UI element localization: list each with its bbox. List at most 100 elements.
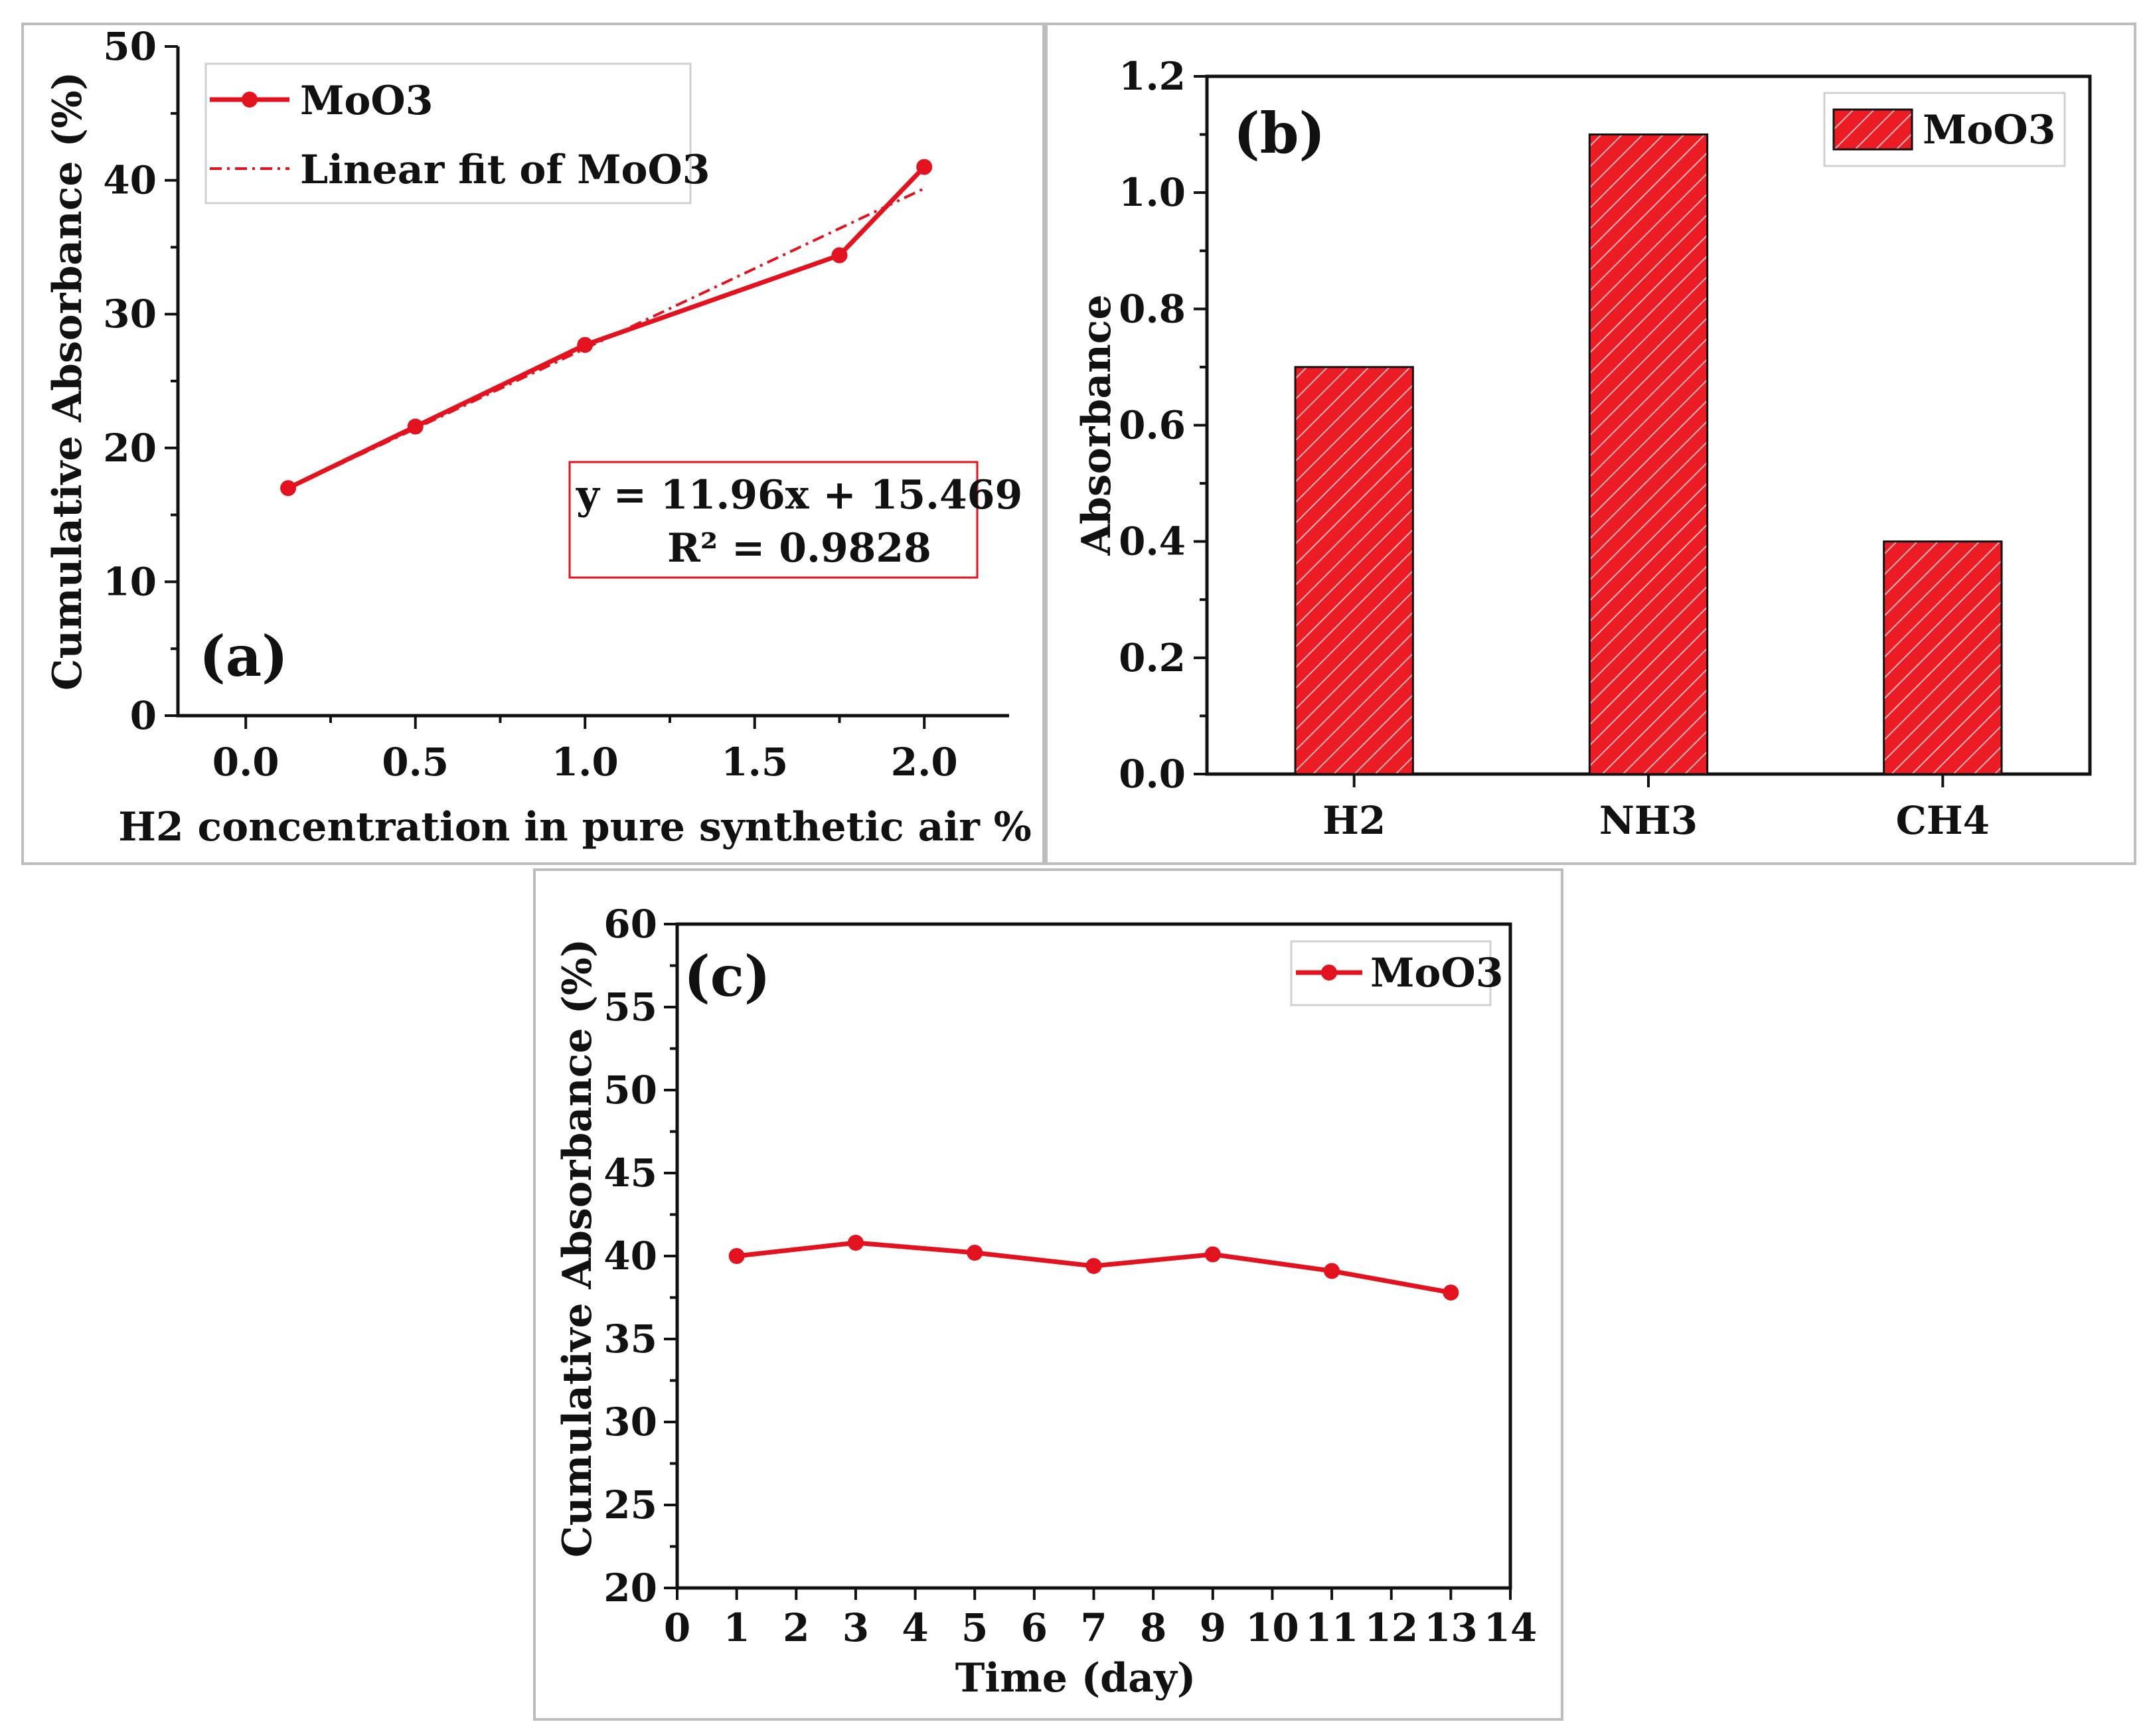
chart-a-xtick-label: 1.0 xyxy=(552,740,619,785)
chart-a-legend-box xyxy=(204,62,692,204)
chart-c-ytick-label: 20 xyxy=(603,1565,657,1611)
chart-c-ytick-label: 60 xyxy=(603,902,657,947)
chart-a-point xyxy=(831,247,848,264)
chart-b-xtick-label: H2 xyxy=(1322,798,1386,843)
chart-c-xtick-label: 12 xyxy=(1364,1605,1418,1650)
chart-c-ytick-label: 25 xyxy=(603,1482,657,1528)
chart-c-xtick-label: 9 xyxy=(1200,1605,1226,1650)
chart-c-xtick-label: 10 xyxy=(1245,1605,1299,1650)
chart-c-xlabel: Time (day) xyxy=(955,1655,1196,1701)
chart-c-legend-marker-sample xyxy=(1321,965,1337,981)
chart-b-bar-layer xyxy=(1294,133,2003,775)
chart-b-ticks xyxy=(1194,75,1945,787)
chart-a-ticks xyxy=(165,45,926,729)
chart-b-ytick-label: 0.0 xyxy=(1119,751,1186,797)
chart-b-legend: MoO3 xyxy=(1823,92,2066,167)
chart-a-point xyxy=(916,159,933,175)
chart-c-ytick-label: 50 xyxy=(603,1067,657,1113)
chart-a-tick-labels: 0.0 0.5 1.0 1.5 2.0 0 10 20 30 40 50 xyxy=(103,24,957,785)
chart-c-xtick-label: 14 xyxy=(1484,1605,1538,1650)
chart-c-xtick-label: 8 xyxy=(1140,1605,1166,1650)
chart-c-point xyxy=(967,1245,983,1261)
chart-c-ticks xyxy=(664,923,1512,1600)
chart-b-ytick-label: 0.8 xyxy=(1119,286,1186,331)
chart-c-ytick-label: 45 xyxy=(603,1150,657,1196)
chart-c-xtick-label: 7 xyxy=(1080,1605,1107,1650)
chart-b-ytick-label: 0.6 xyxy=(1119,403,1186,448)
chart-a-legend-label-1: Linear fit of MoO3 xyxy=(300,147,710,193)
chart-c-xtick-label: 6 xyxy=(1021,1605,1048,1650)
chart-b-bar xyxy=(1294,366,1414,775)
chart-a-point xyxy=(407,418,424,435)
chart-a-point xyxy=(577,337,594,353)
panel-b-frame xyxy=(1045,23,2136,865)
chart-c-xtick-label: 4 xyxy=(902,1605,928,1650)
panel-c-frame xyxy=(533,868,1563,1721)
chart-c-ylabel: Cumulative Absorbance (%) xyxy=(554,939,601,1557)
chart-c-point xyxy=(847,1235,864,1251)
chart-a-ytick-label: 30 xyxy=(103,291,157,337)
chart-a: 0.0 0.5 1.0 1.5 2.0 0 10 20 30 40 50 H2 concentrat… xyxy=(44,24,1032,850)
chart-c-xtick-label: 11 xyxy=(1305,1605,1359,1650)
chart-a-xlabel: H2 concentration in pure synthetic air % xyxy=(118,804,1032,850)
chart-c-panel-label: (c) xyxy=(684,943,771,1009)
chart-a-ytick-label: 0 xyxy=(130,693,157,738)
chart-b-ytick-label: 1.0 xyxy=(1119,170,1186,215)
chart-c-plot-frame xyxy=(675,922,1512,1590)
chart-c-xtick-label: 0 xyxy=(664,1605,690,1650)
chart-c-ytick-label: 30 xyxy=(603,1399,657,1445)
chart-b-bar xyxy=(1588,133,1709,775)
chart-a-ytick-label: 10 xyxy=(103,559,157,604)
chart-a-series-line xyxy=(287,165,926,491)
chart-c-ytick-label: 35 xyxy=(603,1316,657,1362)
chart-c-ytick-label: 55 xyxy=(603,985,657,1030)
chart-b: 0.0 0.2 0.4 0.6 0.8 1.0 1.2 H2 NH3 CH4 Absorbance… xyxy=(1074,54,2092,843)
equation-frame xyxy=(568,461,979,579)
chart-a-series-layer xyxy=(280,159,933,497)
chart-c-point xyxy=(1443,1285,1459,1301)
chart-a-legend-label-0: MoO3 xyxy=(300,78,433,124)
r-squared: R² = 0.9828 xyxy=(667,525,931,572)
chart-b-ylabel: Absorbance xyxy=(1074,294,1120,556)
chart-b-panel-label: (b) xyxy=(1234,100,1325,166)
chart-b-bar xyxy=(1883,540,2003,775)
chart-b-ytick-label: 1.2 xyxy=(1119,54,1186,99)
chart-c-point xyxy=(1324,1263,1340,1279)
chart-b-ytick-label: 0.2 xyxy=(1119,635,1186,680)
chart-c-point xyxy=(1085,1258,1102,1274)
chart-a-panel-label: (a) xyxy=(199,623,288,689)
chart-b-tick-labels: 0.0 0.2 0.4 0.6 0.8 1.0 1.2 H2 NH3 CH4 xyxy=(1119,54,1990,843)
legend-marker-sample xyxy=(242,92,258,108)
chart-a-point xyxy=(280,480,297,497)
chart-c-ytick-label: 40 xyxy=(603,1233,657,1279)
chart-c-legend: MoO3 xyxy=(1290,940,1503,1006)
chart-c-point xyxy=(728,1248,745,1264)
chart-a-ytick-label: 20 xyxy=(103,426,157,471)
chart-c-xtick-label: 3 xyxy=(842,1605,869,1650)
chart-b-legend-label: MoO3 xyxy=(1923,107,2055,153)
chart-c-xtick-label: 5 xyxy=(961,1605,988,1650)
chart-c-series-layer xyxy=(728,1235,1459,1301)
chart-a-xtick-label: 2.0 xyxy=(891,740,958,785)
chart-a-legend: MoO3 Linear fit of MoO3 xyxy=(204,62,710,204)
chart-a-ytick-label: 40 xyxy=(103,158,157,203)
chart-c-xtick-label: 2 xyxy=(783,1605,809,1650)
chart-b-xtick-label: CH4 xyxy=(1896,798,1990,843)
chart-a-fit-layer xyxy=(287,187,925,490)
chart-b-legend-swatch xyxy=(1832,108,1913,151)
chart-a-xtick-label: 1.5 xyxy=(721,740,788,785)
chart-a-equation-box: y = 11.96x + 15.469 R² = 0.9828 xyxy=(568,461,1022,579)
chart-c-xtick-label: 13 xyxy=(1424,1605,1478,1650)
chart-a-ytick-label: 50 xyxy=(103,24,157,69)
chart-c-xtick-label: 1 xyxy=(723,1605,750,1650)
chart-b-xtick-label: NH3 xyxy=(1599,798,1698,843)
chart-b-ytick-label: 0.4 xyxy=(1119,519,1186,564)
chart-a-xtick-label: 0.5 xyxy=(382,740,449,785)
equation-line: y = 11.96x + 15.469 xyxy=(576,472,1022,518)
chart-c-legend-label: MoO3 xyxy=(1370,950,1503,996)
chart-a-fit-line xyxy=(287,187,925,490)
chart-a-xtick-label: 0.0 xyxy=(212,740,279,785)
